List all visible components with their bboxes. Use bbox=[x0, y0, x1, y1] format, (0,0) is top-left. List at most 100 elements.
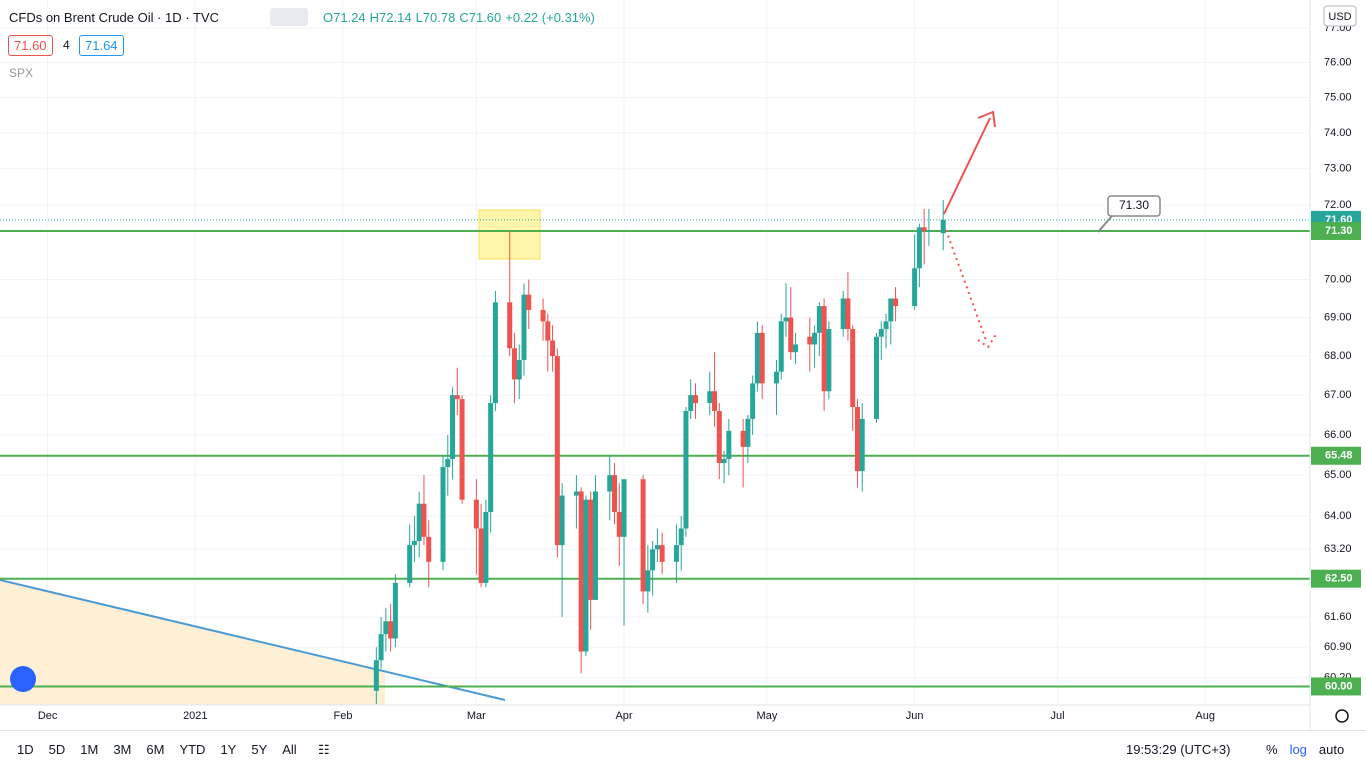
candle-body bbox=[550, 340, 556, 357]
candle-body bbox=[578, 491, 584, 652]
candle-body bbox=[383, 621, 389, 635]
y-tick-label: 65.00 bbox=[1324, 469, 1352, 481]
candle-body bbox=[521, 294, 527, 360]
y-tick-label: 63.20 bbox=[1324, 543, 1352, 555]
y-tick-label: 75.00 bbox=[1324, 91, 1352, 103]
candle-body bbox=[378, 634, 384, 661]
candle-body bbox=[921, 227, 927, 231]
ranges: 1D 5D 1M 3M 6M YTD 1Y 5Y All bbox=[17, 742, 312, 757]
x-tick-label: Apr bbox=[615, 710, 632, 722]
candle-body bbox=[407, 545, 413, 583]
x-tick-label: 2021 bbox=[183, 710, 207, 722]
ohlc-value: C71.60 bbox=[459, 10, 502, 25]
y-tick-label: 67.00 bbox=[1324, 389, 1352, 401]
symbol-buttons[interactable] bbox=[270, 8, 308, 26]
candle-body bbox=[726, 430, 732, 459]
spread: 4 bbox=[63, 38, 70, 52]
candle-body bbox=[373, 660, 379, 691]
clock: 19:53:29 (UTC+3) bbox=[1126, 742, 1231, 757]
ask[interactable]: 71.64 bbox=[79, 35, 124, 56]
callout-box bbox=[1107, 195, 1161, 217]
candle-body bbox=[492, 302, 498, 404]
candle-body bbox=[416, 503, 422, 541]
candle-body bbox=[716, 410, 722, 464]
y-tick-label: 76.00 bbox=[1324, 56, 1352, 68]
level-tag bbox=[1311, 221, 1361, 240]
candle-body bbox=[545, 321, 551, 341]
candle-body bbox=[750, 383, 756, 419]
arrow-down-head bbox=[977, 332, 998, 349]
callout-pointer bbox=[1097, 215, 1113, 233]
candle-body bbox=[511, 348, 517, 380]
candle-body bbox=[816, 306, 822, 333]
candle-body bbox=[450, 395, 456, 459]
level-label: 60.00 bbox=[1325, 680, 1353, 692]
candle-body bbox=[783, 317, 789, 322]
level-tag bbox=[1311, 677, 1361, 696]
candle-body bbox=[454, 395, 460, 400]
axes: 77.0076.0075.0074.0073.0072.0070.0069.00… bbox=[38, 22, 1361, 722]
candle-body bbox=[426, 536, 432, 562]
level-tag bbox=[1311, 569, 1361, 588]
range-button[interactable]: 1D bbox=[17, 742, 34, 757]
candle-body bbox=[445, 458, 451, 468]
range-button[interactable]: YTD bbox=[179, 742, 206, 757]
triangle-fill bbox=[0, 580, 385, 705]
candle-body bbox=[654, 545, 660, 550]
range-button[interactable]: 5Y bbox=[251, 742, 268, 757]
candle-body bbox=[421, 503, 427, 537]
candle-body bbox=[483, 511, 489, 583]
candle-body bbox=[707, 391, 713, 404]
candle-body bbox=[688, 395, 694, 411]
candle-body bbox=[411, 540, 417, 546]
candle-body bbox=[883, 321, 889, 330]
candle-body bbox=[926, 230, 932, 232]
range-button[interactable]: 5D bbox=[48, 742, 66, 757]
candle-body bbox=[673, 545, 679, 562]
y-tick-label: 74.00 bbox=[1324, 127, 1352, 139]
trend-line bbox=[0, 579, 506, 701]
level-label: 71.30 bbox=[1325, 225, 1353, 237]
y-tick-label: 73.00 bbox=[1324, 163, 1352, 175]
candle-body bbox=[773, 371, 779, 384]
candle-body bbox=[745, 418, 751, 447]
candle-body bbox=[473, 499, 479, 529]
candle-body bbox=[459, 399, 465, 500]
range-button[interactable]: 3M bbox=[113, 742, 132, 757]
y-tick-label: 70.00 bbox=[1324, 273, 1352, 285]
candle-body bbox=[616, 511, 622, 537]
bid[interactable]: 71.60 bbox=[8, 35, 53, 56]
settings-icon[interactable] bbox=[1335, 709, 1349, 723]
range-button[interactable]: 1M bbox=[80, 742, 99, 757]
candle-body bbox=[759, 332, 765, 384]
candle-body bbox=[807, 336, 813, 345]
candle-body bbox=[440, 467, 446, 562]
candle-body bbox=[526, 294, 532, 310]
callout-text: 71.30 bbox=[1119, 198, 1149, 212]
candle-body bbox=[912, 268, 918, 307]
candle-body bbox=[678, 528, 684, 546]
x-tick-label: Jun bbox=[906, 710, 924, 722]
candle-body bbox=[540, 309, 546, 322]
candle-body bbox=[607, 475, 613, 492]
ohlc-legend: O71.24 H72.14 L70.78 C71.60 +0.22 (+0.31%) bbox=[323, 10, 599, 25]
date-range-icon[interactable]: ☷ bbox=[318, 742, 330, 757]
candle-body bbox=[826, 329, 832, 392]
candle-body bbox=[692, 395, 698, 404]
candle-body bbox=[554, 356, 560, 546]
grid bbox=[0, 0, 1310, 705]
range-button[interactable]: 1Y bbox=[220, 742, 237, 757]
option-button[interactable]: log bbox=[1289, 742, 1307, 757]
symbol-title: CFDs on Brent Crude Oil · 1D · TVC bbox=[9, 10, 219, 25]
arrow-up bbox=[943, 117, 991, 215]
candle-body bbox=[850, 329, 856, 408]
x-tick-label: Feb bbox=[333, 710, 352, 722]
range-button[interactable]: All bbox=[282, 742, 297, 757]
option-button[interactable]: % bbox=[1266, 742, 1278, 757]
range-button[interactable]: 6M bbox=[146, 742, 165, 757]
currency-box bbox=[1323, 5, 1357, 27]
candle-body bbox=[621, 479, 627, 537]
option-button[interactable]: auto bbox=[1318, 742, 1345, 757]
candle-body bbox=[507, 302, 513, 349]
candle-body bbox=[592, 491, 598, 600]
